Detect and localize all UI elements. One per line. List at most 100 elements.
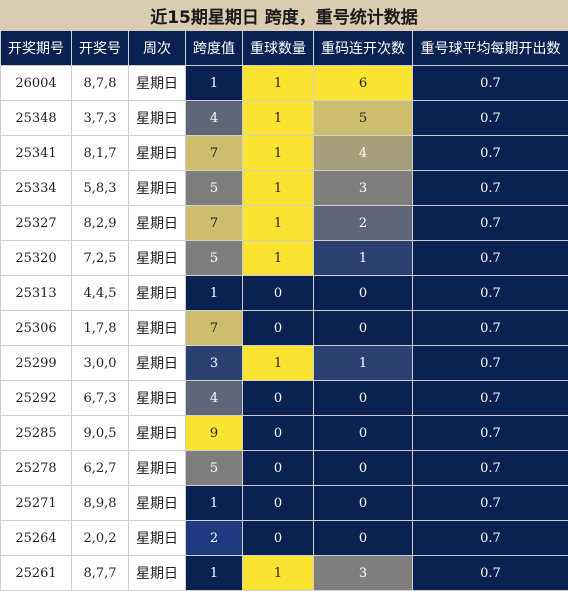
cell-avg: 0.7 xyxy=(413,416,568,451)
cell-issue: 25320 xyxy=(1,241,72,276)
col-header-issue: 开奖期号 xyxy=(1,31,72,66)
col-header-weekday: 周次 xyxy=(129,31,186,66)
cell-repeat: 1 xyxy=(243,241,314,276)
cell-repeat: 0 xyxy=(243,486,314,521)
cell-weekday: 星期日 xyxy=(129,381,186,416)
cell-span: 7 xyxy=(186,311,243,346)
cell-span: 2 xyxy=(186,521,243,556)
cell-streak: 0 xyxy=(314,276,413,311)
page-title: 近15期星期日 跨度，重号统计数据 xyxy=(0,0,568,31)
cell-avg: 0.7 xyxy=(413,521,568,556)
cell-streak: 0 xyxy=(314,311,413,346)
cell-avg: 0.7 xyxy=(413,276,568,311)
cell-streak: 4 xyxy=(314,136,413,171)
cell-repeat: 1 xyxy=(243,556,314,591)
cell-repeat: 1 xyxy=(243,206,314,241)
cell-avg: 0.7 xyxy=(413,241,568,276)
cell-avg: 0.7 xyxy=(413,486,568,521)
cell-issue: 26004 xyxy=(1,66,72,101)
cell-span: 1 xyxy=(186,276,243,311)
cell-avg: 0.7 xyxy=(413,66,568,101)
cell-weekday: 星期日 xyxy=(129,451,186,486)
cell-avg: 0.7 xyxy=(413,451,568,486)
cell-numbers: 3,0,0 xyxy=(72,346,129,381)
cell-repeat: 1 xyxy=(243,66,314,101)
cell-span: 4 xyxy=(186,381,243,416)
cell-weekday: 星期日 xyxy=(129,136,186,171)
cell-issue: 25292 xyxy=(1,381,72,416)
cell-weekday: 星期日 xyxy=(129,416,186,451)
cell-span: 4 xyxy=(186,101,243,136)
cell-streak: 1 xyxy=(314,346,413,381)
cell-issue: 25264 xyxy=(1,521,72,556)
cell-repeat: 1 xyxy=(243,346,314,381)
cell-streak: 0 xyxy=(314,486,413,521)
col-header-numbers: 开奖号 xyxy=(72,31,129,66)
cell-weekday: 星期日 xyxy=(129,101,186,136)
col-header-span: 跨度值 xyxy=(186,31,243,66)
col-header-avg: 重号球平均每期开出数 xyxy=(413,31,568,66)
cell-numbers: 1,7,8 xyxy=(72,311,129,346)
cell-numbers: 8,7,8 xyxy=(72,66,129,101)
cell-repeat: 1 xyxy=(243,171,314,206)
cell-streak: 0 xyxy=(314,451,413,486)
cell-span: 1 xyxy=(186,66,243,101)
cell-span: 1 xyxy=(186,556,243,591)
cell-streak: 5 xyxy=(314,101,413,136)
cell-avg: 0.7 xyxy=(413,311,568,346)
cell-issue: 25261 xyxy=(1,556,72,591)
cell-repeat: 1 xyxy=(243,101,314,136)
cell-span: 5 xyxy=(186,171,243,206)
cell-streak: 3 xyxy=(314,556,413,591)
cell-avg: 0.7 xyxy=(413,206,568,241)
cell-streak: 0 xyxy=(314,381,413,416)
cell-numbers: 8,9,8 xyxy=(72,486,129,521)
cell-weekday: 星期日 xyxy=(129,66,186,101)
cell-weekday: 星期日 xyxy=(129,521,186,556)
cell-weekday: 星期日 xyxy=(129,206,186,241)
col-header-repeat: 重球数量 xyxy=(243,31,314,66)
cell-issue: 25285 xyxy=(1,416,72,451)
cell-avg: 0.7 xyxy=(413,136,568,171)
cell-repeat: 0 xyxy=(243,311,314,346)
cell-span: 7 xyxy=(186,206,243,241)
cell-numbers: 5,8,3 xyxy=(72,171,129,206)
table-header-row: 开奖期号 开奖号 周次 跨度值 重球数量 重码连开次数 重号球平均每期开出数 xyxy=(1,31,568,66)
cell-numbers: 2,0,2 xyxy=(72,521,129,556)
cell-repeat: 1 xyxy=(243,136,314,171)
cell-span: 5 xyxy=(186,451,243,486)
cell-streak: 6 xyxy=(314,66,413,101)
cell-numbers: 3,7,3 xyxy=(72,101,129,136)
cell-numbers: 6,7,3 xyxy=(72,381,129,416)
cell-issue: 25327 xyxy=(1,206,72,241)
cell-weekday: 星期日 xyxy=(129,171,186,206)
cell-span: 1 xyxy=(186,486,243,521)
cell-avg: 0.7 xyxy=(413,101,568,136)
cell-issue: 25299 xyxy=(1,346,72,381)
cell-weekday: 星期日 xyxy=(129,486,186,521)
cell-issue: 25334 xyxy=(1,171,72,206)
col-header-streak: 重码连开次数 xyxy=(314,31,413,66)
cell-span: 3 xyxy=(186,346,243,381)
cell-numbers: 4,4,5 xyxy=(72,276,129,311)
cell-repeat: 0 xyxy=(243,381,314,416)
cell-issue: 25306 xyxy=(1,311,72,346)
cell-streak: 0 xyxy=(314,521,413,556)
cell-streak: 3 xyxy=(314,171,413,206)
cell-avg: 0.7 xyxy=(413,556,568,591)
cell-issue: 25271 xyxy=(1,486,72,521)
cell-weekday: 星期日 xyxy=(129,311,186,346)
cell-span: 7 xyxy=(186,136,243,171)
cell-numbers: 9,0,5 xyxy=(72,416,129,451)
cell-avg: 0.7 xyxy=(413,381,568,416)
cell-issue: 25348 xyxy=(1,101,72,136)
cell-numbers: 8,1,7 xyxy=(72,136,129,171)
